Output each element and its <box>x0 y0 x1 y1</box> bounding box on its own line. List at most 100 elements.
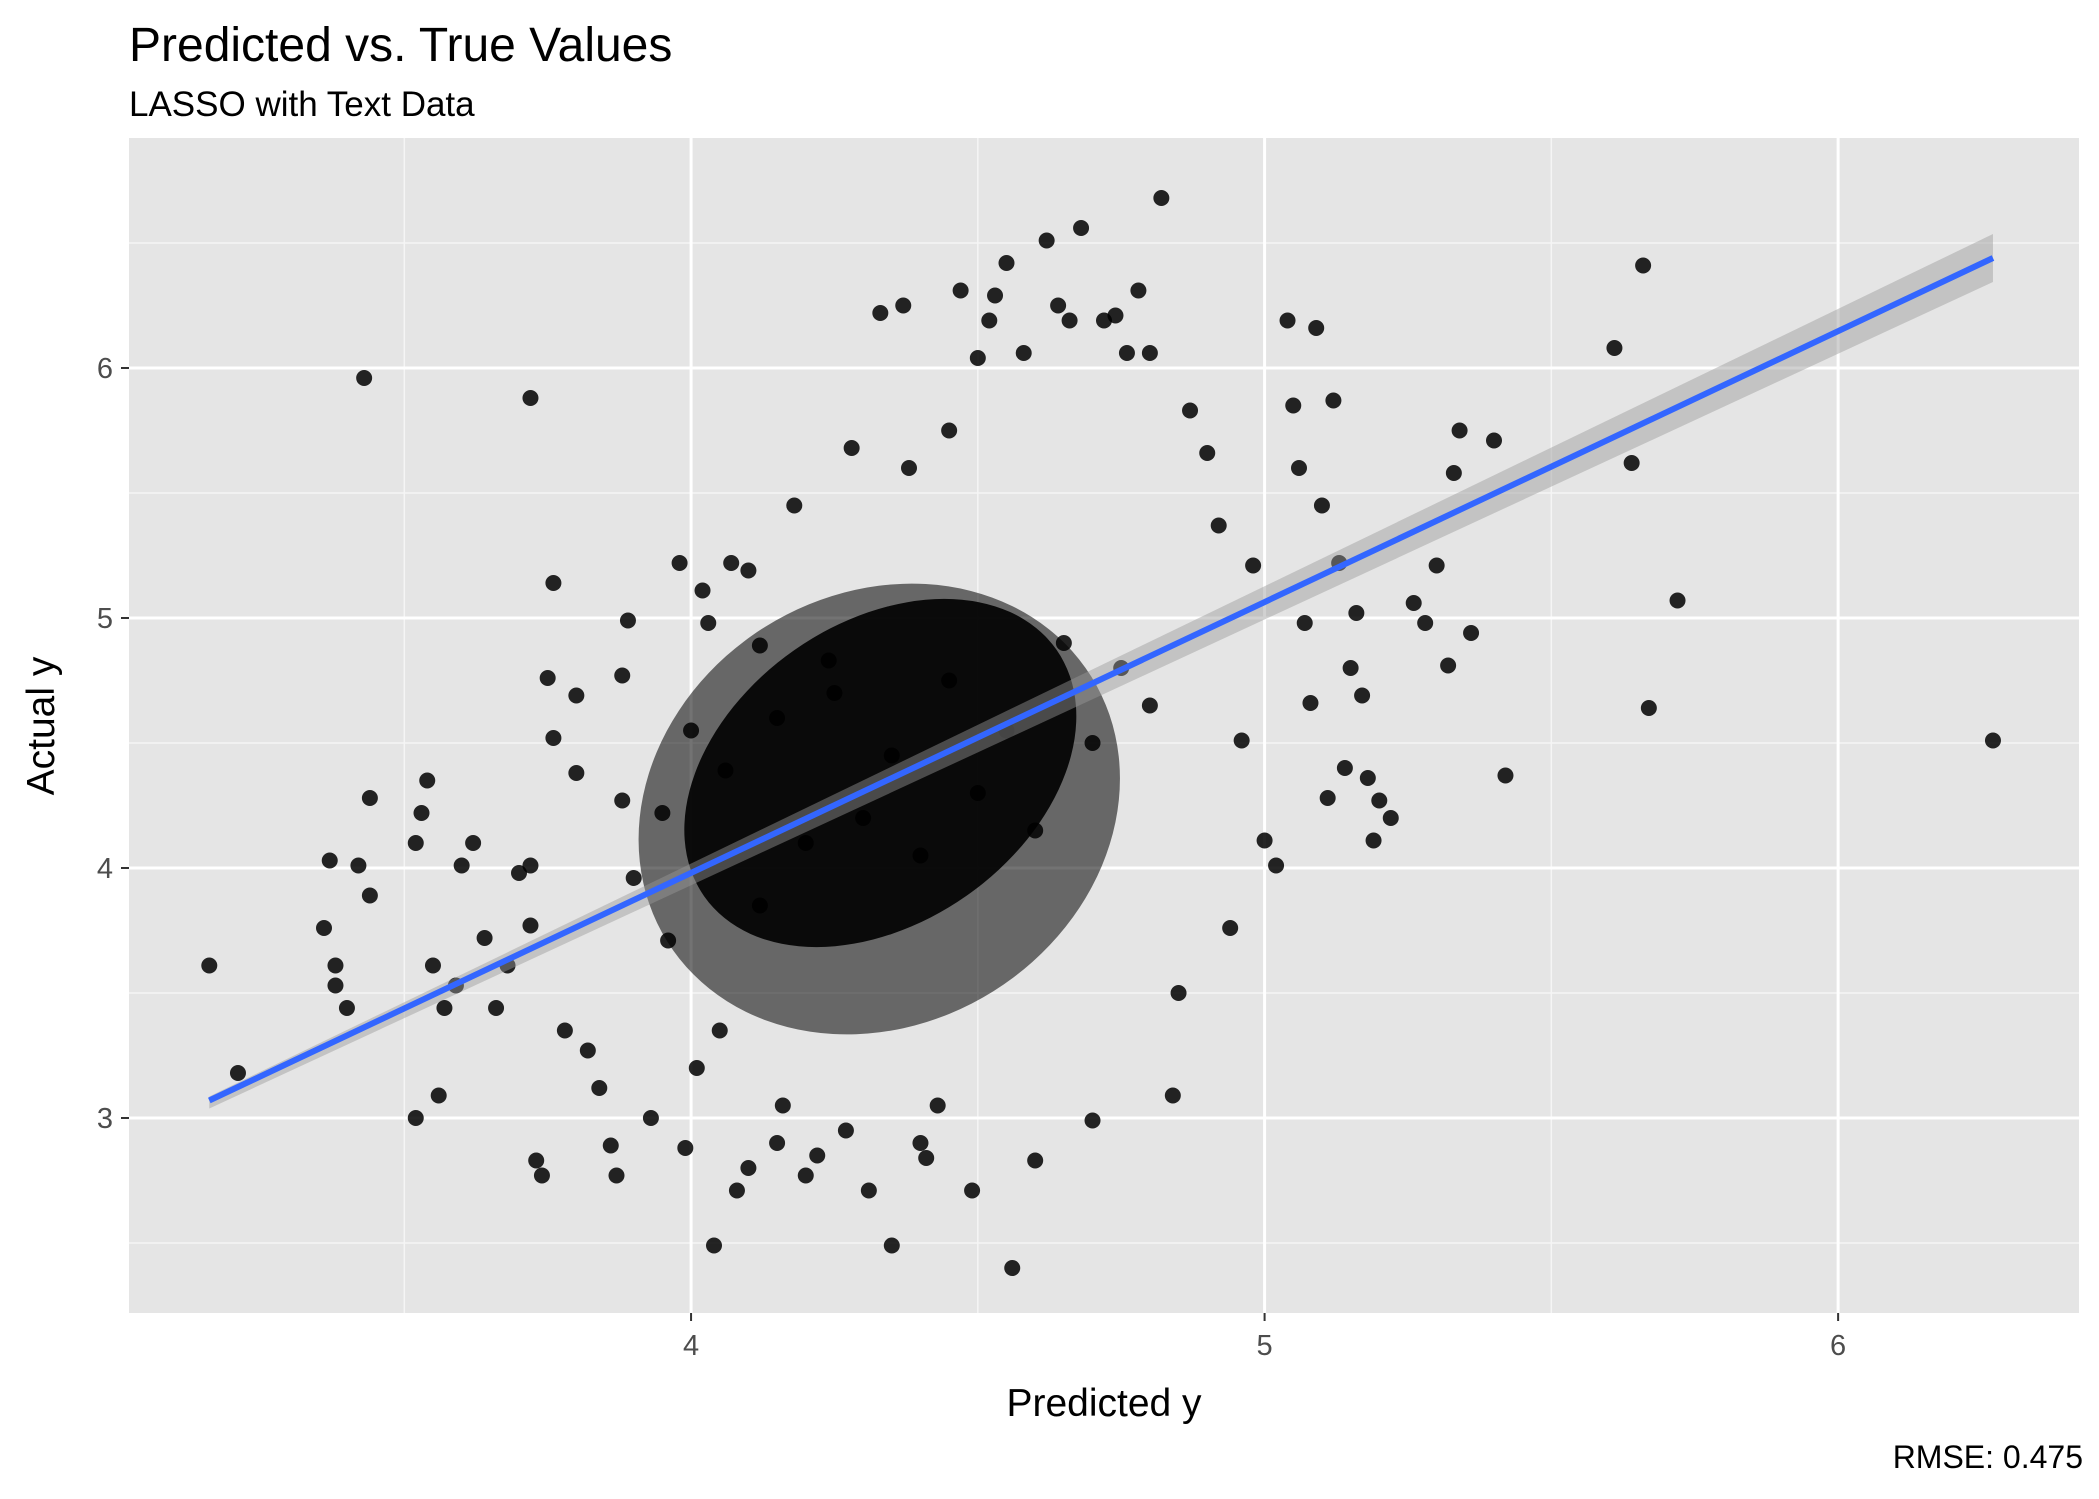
data-point <box>533 1167 550 1184</box>
data-point <box>568 765 585 781</box>
data-point <box>1428 557 1445 574</box>
x-tick-label: 6 <box>1830 1330 1846 1362</box>
data-point <box>872 305 889 321</box>
y-tick-label: 4 <box>97 853 113 885</box>
data-point <box>545 575 562 591</box>
x-tick-label: 4 <box>683 1330 699 1362</box>
data-point <box>539 670 556 686</box>
data-point <box>901 460 917 476</box>
data-point <box>1417 615 1434 631</box>
data-point <box>1084 1112 1101 1129</box>
data-point <box>1984 732 2001 749</box>
data-point <box>843 440 860 456</box>
y-axis-title: Actual y <box>20 656 63 795</box>
data-point <box>1382 810 1399 826</box>
data-point <box>591 1080 608 1096</box>
data-point <box>511 865 527 881</box>
data-point <box>998 255 1015 271</box>
data-point <box>528 1152 545 1169</box>
regression-fit <box>208 234 1995 1109</box>
data-point <box>1291 460 1307 476</box>
data-point <box>614 667 631 684</box>
data-point <box>1279 312 1296 329</box>
data-point <box>1313 497 1330 514</box>
data-point <box>1669 592 1686 609</box>
data-point <box>774 1097 791 1114</box>
data-point <box>1445 465 1462 481</box>
y-tick-label: 5 <box>97 603 113 635</box>
data-point <box>407 1110 424 1126</box>
data-point <box>1463 625 1480 641</box>
data-point <box>522 390 539 406</box>
data-point <box>419 772 436 789</box>
chart-subtitle: LASSO with Text Data <box>129 85 475 124</box>
data-point <box>1199 445 1216 461</box>
data-point <box>1635 257 1652 274</box>
data-point <box>229 1065 246 1081</box>
data-point <box>1130 282 1147 299</box>
rmse-caption: RMSE: 0.475 <box>1892 1439 2083 1475</box>
data-point <box>1486 432 1502 449</box>
data-point <box>1336 760 1353 776</box>
data-point <box>1153 190 1170 206</box>
data-point <box>1308 320 1325 336</box>
data-point <box>1061 312 1078 329</box>
data-point <box>579 1042 596 1059</box>
data-point <box>602 1137 619 1154</box>
data-point <box>964 1182 981 1199</box>
data-point <box>1371 792 1388 809</box>
data-point <box>350 857 367 874</box>
y-tick-label: 6 <box>97 353 113 385</box>
x-axis-title: Predicted y <box>1006 1382 1202 1425</box>
data-point <box>407 835 424 851</box>
data-point <box>1623 455 1640 471</box>
data-point <box>769 1135 786 1151</box>
data-point <box>1440 657 1457 674</box>
data-point <box>1319 790 1336 806</box>
data-point <box>430 1087 447 1104</box>
data-point <box>809 1147 826 1164</box>
data-point <box>987 287 1004 304</box>
data-point <box>1256 832 1273 849</box>
data-point <box>1354 687 1371 704</box>
data-point <box>688 1060 705 1076</box>
data-point <box>361 790 378 806</box>
data-point <box>327 957 344 974</box>
data-point <box>1302 695 1319 711</box>
data-point <box>981 312 998 329</box>
data-point <box>316 920 332 936</box>
data-point <box>1451 422 1468 439</box>
data-point <box>1164 1087 1181 1104</box>
data-point <box>895 297 912 314</box>
data-point <box>321 852 338 869</box>
data-point <box>436 1000 453 1016</box>
data-point <box>1296 615 1313 631</box>
data-point <box>918 1150 935 1166</box>
data-point <box>465 835 482 851</box>
data-point <box>1141 697 1158 714</box>
data-point <box>1233 732 1250 749</box>
data-point <box>476 930 493 946</box>
data-point <box>1359 770 1376 786</box>
data-point <box>453 857 470 874</box>
chart-title: Predicted vs. True Values <box>129 19 673 72</box>
data-point <box>356 370 373 386</box>
data-point <box>568 687 585 704</box>
axis-ticks: 4 5 6 3 4 5 6 <box>97 353 1846 1362</box>
data-point <box>625 870 642 886</box>
data-point <box>1497 767 1514 784</box>
data-point <box>1405 595 1422 611</box>
data-point <box>1348 605 1365 621</box>
data-point <box>1365 832 1382 849</box>
data-point <box>728 1182 745 1199</box>
data-point <box>797 1167 814 1184</box>
data-point <box>201 957 218 974</box>
data-point <box>1640 700 1657 716</box>
data-point <box>723 555 740 571</box>
data-point <box>1038 232 1055 249</box>
data-point <box>740 1160 757 1176</box>
data-point <box>619 612 636 629</box>
data-point <box>952 282 969 299</box>
data-point <box>671 555 688 571</box>
